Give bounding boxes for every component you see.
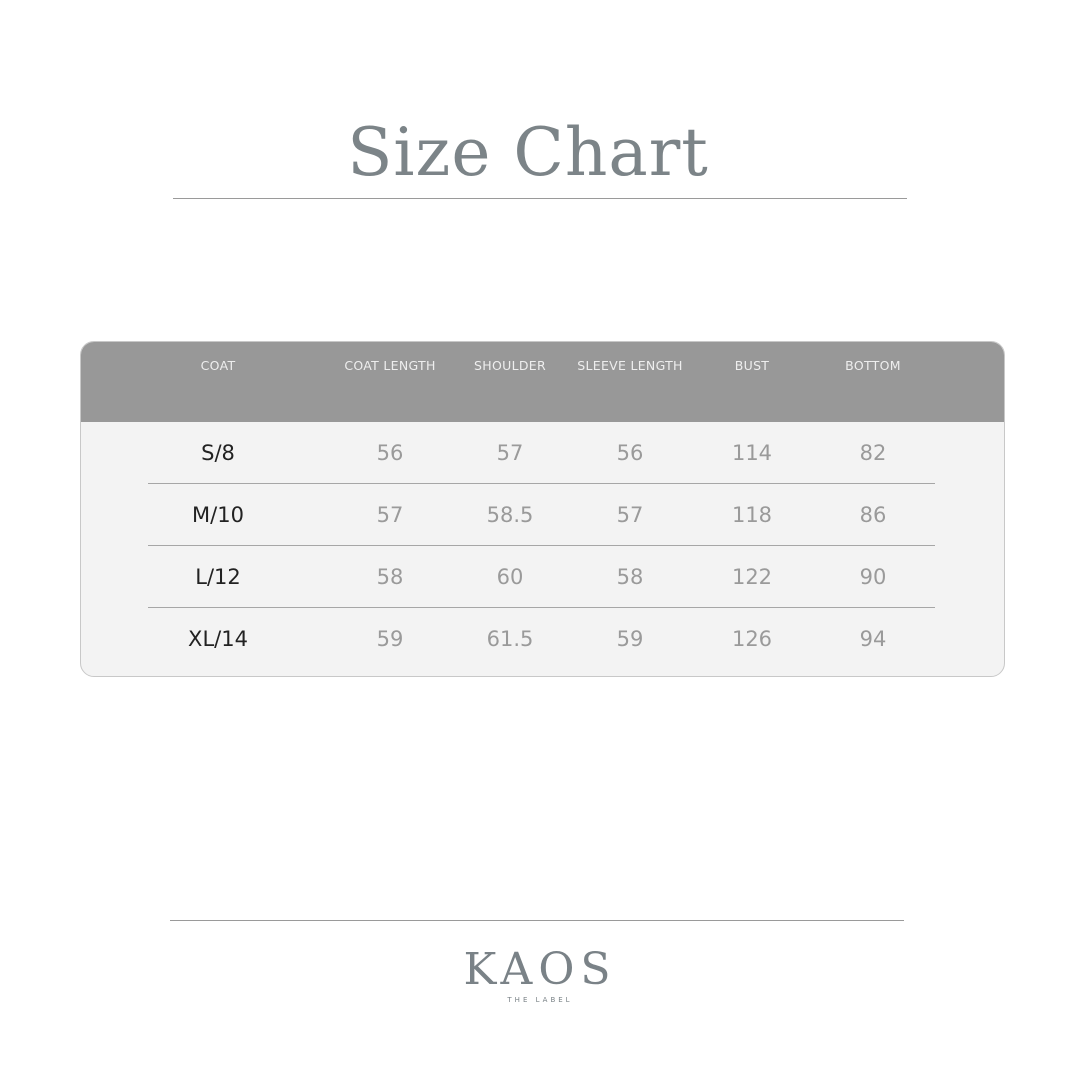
measurement-cell: 94 [859, 627, 887, 651]
top-divider [173, 198, 907, 199]
measurement-cell: 82 [859, 441, 887, 465]
measurement-cell: 56 [616, 441, 644, 465]
measurement-cell: 59 [616, 627, 644, 651]
measurement-cell: 90 [859, 565, 887, 589]
column-header: SLEEVE LENGTH [577, 358, 683, 373]
column-header: SHOULDER [474, 358, 546, 373]
measurement-cell: 126 [731, 627, 773, 651]
measurement-cell: 118 [731, 503, 773, 527]
measurement-cell: 57 [376, 503, 404, 527]
size-label: S/8 [201, 441, 235, 465]
measurement-cell: 59 [376, 627, 404, 651]
brand-tagline: THE LABEL [507, 996, 573, 1004]
size-table: COAT COAT LENGTH SHOULDER SLEEVE LENGTH BUST… [80, 341, 1005, 677]
measurement-cell: 61.5 [486, 627, 534, 651]
measurement-cell: 114 [731, 441, 773, 465]
row-divider [148, 483, 935, 484]
table-row: XL/14 59 61.5 59 126 94 [81, 608, 1004, 670]
size-label: M/10 [192, 503, 244, 527]
row-divider [148, 607, 935, 608]
table-row: M/10 57 58.5 57 118 86 [81, 484, 1004, 546]
measurement-cell: 58 [616, 565, 644, 589]
measurement-cell: 58 [376, 565, 404, 589]
measurement-cell: 122 [731, 565, 773, 589]
brand-name: KAOS [463, 944, 617, 995]
table-header: COAT COAT LENGTH SHOULDER SLEEVE LENGTH BUST… [81, 342, 1004, 422]
bottom-divider [170, 920, 904, 921]
column-header: COAT [200, 358, 236, 373]
row-divider [148, 545, 935, 546]
column-header: BUST [734, 358, 770, 373]
measurement-cell: 60 [496, 565, 524, 589]
measurement-cell: 57 [616, 503, 644, 527]
measurement-cell: 56 [376, 441, 404, 465]
size-label: XL/14 [188, 627, 248, 651]
column-header: COAT LENGTH [344, 358, 436, 373]
measurement-cell: 58.5 [486, 503, 534, 527]
page-title: Size Chart [347, 114, 709, 192]
brand-logo: KAOS THE LABEL [0, 944, 1080, 1005]
table-row: S/8 56 57 56 114 82 [81, 422, 1004, 484]
measurement-cell: 86 [859, 503, 887, 527]
table-row: L/12 58 60 58 122 90 [81, 546, 1004, 608]
measurement-cell: 57 [496, 441, 524, 465]
size-label: L/12 [195, 565, 241, 589]
column-header: BOTTOM [845, 358, 901, 373]
